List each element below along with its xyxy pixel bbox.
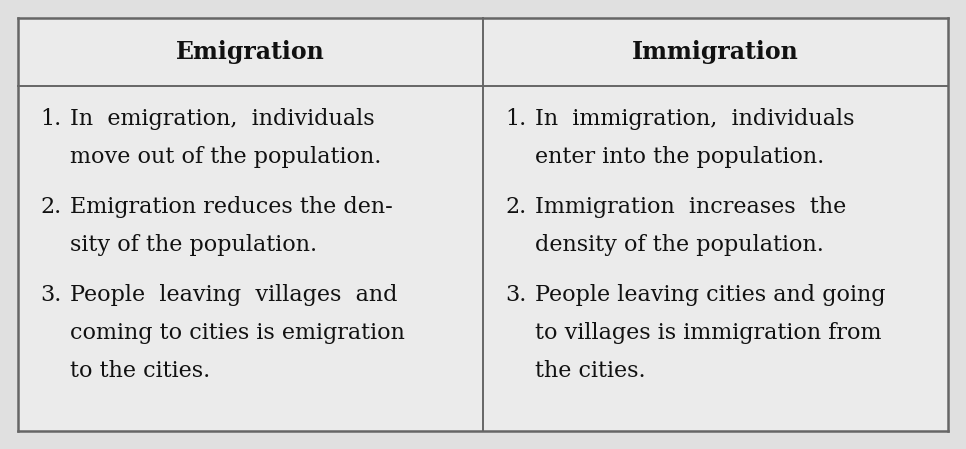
Text: Immigration: Immigration (632, 40, 799, 64)
Text: 1.: 1. (40, 108, 61, 130)
Text: 3.: 3. (40, 284, 62, 306)
Text: 3.: 3. (505, 284, 526, 306)
Text: 1.: 1. (505, 108, 526, 130)
Text: density of the population.: density of the population. (535, 234, 824, 256)
Text: Emigration reduces the den-: Emigration reduces the den- (70, 196, 393, 218)
Text: In  emigration,  individuals: In emigration, individuals (70, 108, 375, 130)
Text: 2.: 2. (40, 196, 61, 218)
Text: People leaving cities and going: People leaving cities and going (535, 284, 886, 306)
Text: move out of the population.: move out of the population. (70, 146, 382, 168)
Text: People  leaving  villages  and: People leaving villages and (70, 284, 397, 306)
Text: to the cities.: to the cities. (70, 360, 211, 382)
Text: Immigration  increases  the: Immigration increases the (535, 196, 846, 218)
Text: to villages is immigration from: to villages is immigration from (535, 322, 882, 344)
Text: 2.: 2. (505, 196, 526, 218)
Text: In  immigration,  individuals: In immigration, individuals (535, 108, 855, 130)
Text: enter into the population.: enter into the population. (535, 146, 824, 168)
Text: coming to cities is emigration: coming to cities is emigration (70, 322, 405, 344)
Text: the cities.: the cities. (535, 360, 645, 382)
Text: sity of the population.: sity of the population. (70, 234, 317, 256)
Text: Emigration: Emigration (176, 40, 325, 64)
